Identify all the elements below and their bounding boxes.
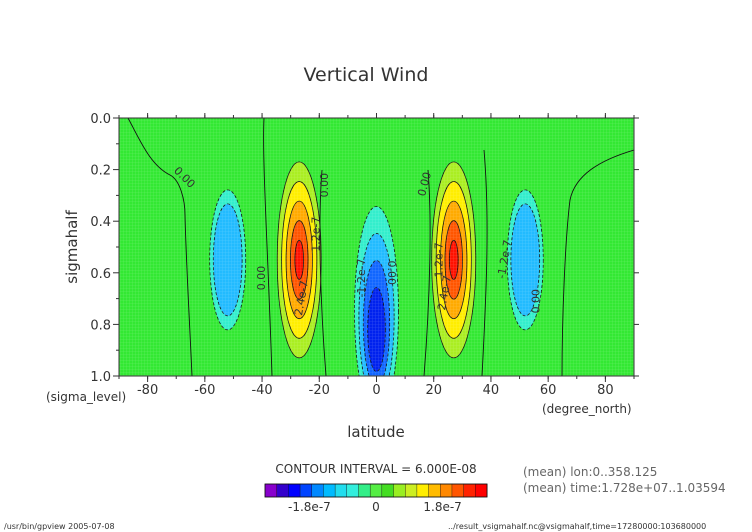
colorbar-ticks: -1.8e-7 0 1.8e-7: [288, 500, 462, 514]
meta-time: (mean) time:1.728e+07..1.03594: [523, 481, 726, 495]
contour-label: 0.00: [415, 171, 434, 198]
colorbar-swatch: [323, 483, 336, 498]
contour-label: 0.00: [385, 261, 398, 286]
meta-lon: (mean) lon:0..358.125: [523, 465, 658, 479]
colorbar-swatch: [381, 483, 395, 498]
colorbar-swatch: [440, 483, 453, 498]
contour-label: -1.2e-7: [355, 258, 368, 297]
x-tick-label: 20: [425, 383, 442, 398]
x-tick-label: 80: [597, 383, 614, 398]
y-tick-label: 0.8: [90, 318, 111, 333]
colorbar-swatch: [405, 483, 418, 498]
colorbar-swatch: [416, 483, 430, 498]
contour-label: 0.00: [530, 289, 543, 314]
plot-area: 0.000.000.000.000.000.001.2e-71.2e-72.4e…: [119, 118, 634, 376]
colorbar-swatch: [428, 483, 441, 498]
zero-contour: [481, 149, 488, 376]
colorbar-swatch: [288, 483, 301, 498]
colorbar-swatch: [475, 483, 488, 498]
y-axis: 0.0 0.2 0.4 0.6 0.8 1.0: [90, 112, 639, 385]
colorbar-swatch: [276, 483, 289, 498]
colorbar: [264, 483, 488, 498]
colorbar-swatch: [451, 483, 465, 498]
colorbar-swatch: [463, 483, 476, 498]
contour-label: 2.4e-7: [292, 280, 311, 317]
contour-label: 0.00: [255, 266, 268, 291]
y-axis-label: sigmahalf: [63, 210, 81, 284]
colorbar-swatch: [299, 483, 313, 498]
x-tick-label: 40: [483, 383, 500, 398]
colorbar-swatch: [369, 483, 383, 498]
contour-label: 1.2e-7: [309, 216, 322, 251]
contour-label: 2.4e-7: [435, 274, 454, 311]
y-tick-label: 0.6: [90, 267, 111, 282]
contour-lines: [127, 118, 634, 376]
colorbar-swatch: [334, 483, 348, 498]
chart-title: Vertical Wind: [304, 64, 429, 86]
zero-contour: [127, 118, 193, 376]
colorbar-swatch: [346, 483, 359, 498]
y-tick-label: 1.0: [90, 370, 111, 385]
footer-left: /usr/bin/gpview 2005-07-08: [4, 522, 115, 531]
x-tick-label: -20: [309, 383, 330, 398]
colorbar-tick-label: 0: [372, 500, 380, 514]
contour-interval-label: CONTOUR INTERVAL = 6.000E-08: [275, 462, 476, 476]
x-tick-label: 60: [540, 383, 557, 398]
zero-contour: [561, 149, 634, 376]
colorbar-swatch: [358, 483, 371, 498]
footer-right: ../result_vsigmahalf.nc@vsigmahalf,time=…: [448, 522, 707, 531]
x-tick-label: -60: [194, 383, 215, 398]
colorbar-swatch: [264, 483, 278, 498]
y-tick-label: 0.2: [90, 164, 111, 179]
zero-contour: [423, 169, 431, 376]
colorbar-swatch: [311, 483, 324, 498]
x-axis: -80 -60 -40 -20 0 20 40 60 80: [118, 113, 635, 398]
contour-label: 1.2e-7: [432, 242, 445, 277]
x-unit-label: (degree_north): [542, 402, 632, 416]
colorbar-frame: [264, 483, 488, 498]
x-axis-label: latitude: [347, 423, 405, 441]
y-unit-label: (sigma_level): [46, 390, 126, 404]
x-tick-label: -80: [137, 383, 158, 398]
colorbar-swatch: [393, 483, 406, 498]
zero-contour: [319, 169, 327, 376]
y-tick-label: 0.4: [90, 215, 111, 230]
zero-contour: [263, 118, 273, 376]
x-tick-label: 0: [372, 383, 380, 398]
y-tick-label: 0.0: [90, 112, 111, 127]
colorbar-tick-label: 1.8e-7: [423, 500, 461, 514]
contour-label: 0.00: [318, 173, 331, 198]
colorbar-tick-label: -1.8e-7: [288, 500, 331, 514]
x-tick-label: -40: [251, 383, 272, 398]
